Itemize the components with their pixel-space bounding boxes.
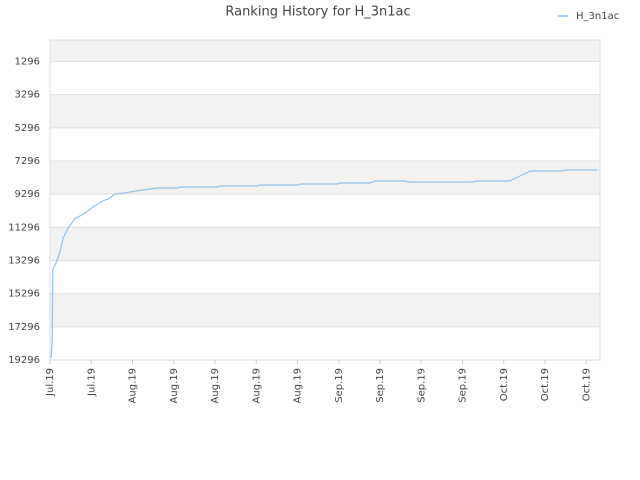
- x-tick-label: Sep.19: [334, 368, 345, 403]
- y-tick-label: 1296: [15, 56, 40, 67]
- y-tick-label: 9296: [15, 189, 40, 200]
- x-tick-label: Oct.19: [499, 368, 510, 401]
- x-tick-label: Oct.19: [540, 368, 551, 401]
- y-tick-label: 3296: [15, 90, 40, 101]
- x-tick-label: Sep.19: [458, 368, 469, 403]
- plot-border: [49, 39, 601, 361]
- x-tick-label: Jul.19: [86, 368, 97, 397]
- x-tick-label: Sep.19: [375, 368, 386, 403]
- y-tick-label: 17296: [8, 322, 40, 333]
- y-tick-label: 15296: [8, 289, 40, 300]
- series-line: [50, 169, 598, 359]
- x-tick-label: Aug.19: [293, 368, 304, 403]
- y-tick-label: 7296: [15, 156, 40, 167]
- y-tick-label: 11296: [8, 222, 40, 233]
- y-tick-label: 5296: [15, 123, 40, 134]
- band: [50, 94, 600, 128]
- x-tick-label: Aug.19: [128, 368, 139, 403]
- x-tick-label: Aug.19: [251, 368, 262, 403]
- y-tick-label: 19296: [8, 355, 40, 366]
- chart-title: Ranking History for H_3n1ac: [225, 5, 410, 20]
- band: [50, 40, 600, 62]
- x-tick-label: Sep.19: [416, 368, 427, 403]
- x-tick-label: Oct.19: [581, 368, 592, 401]
- y-tick-label: 13296: [8, 255, 40, 266]
- band: [50, 227, 600, 261]
- x-tick-label: Jul.19: [45, 368, 56, 397]
- legend-label: H_3n1ac: [576, 11, 619, 22]
- x-tick-label: Aug.19: [210, 368, 221, 403]
- band: [50, 293, 600, 327]
- x-tick-label: Aug.19: [169, 368, 180, 403]
- band: [50, 160, 600, 195]
